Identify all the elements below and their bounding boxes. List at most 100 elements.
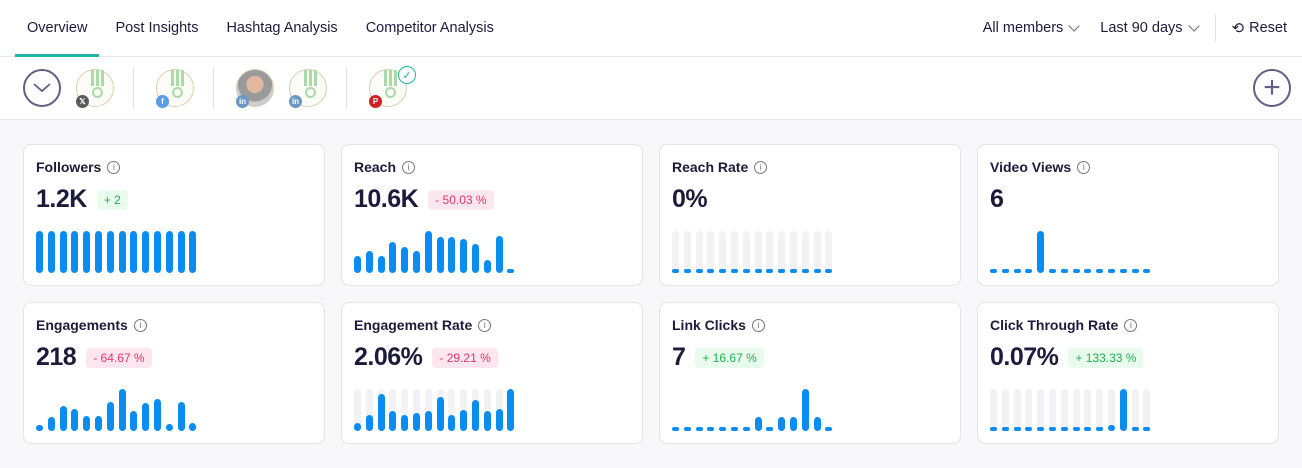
sparkline-bar bbox=[742, 231, 750, 273]
bar-fill bbox=[1084, 427, 1092, 431]
bar-fill bbox=[695, 427, 703, 431]
bar-fill bbox=[1025, 269, 1033, 273]
tab-competitor-analysis[interactable]: Competitor Analysis bbox=[365, 20, 494, 36]
info-icon[interactable]: i bbox=[107, 160, 121, 174]
bar-fill bbox=[424, 411, 432, 431]
info-icon[interactable]: i bbox=[1124, 318, 1138, 332]
info-icon[interactable]: i bbox=[133, 318, 147, 332]
sparkline-bar bbox=[389, 389, 397, 431]
sparkline-bar bbox=[672, 231, 679, 273]
metric-card-engagements[interactable]: Engagements i 218 - 64.67 % bbox=[23, 302, 325, 444]
sparkline-bar bbox=[142, 389, 150, 431]
bar-fill bbox=[83, 231, 91, 273]
bar-fill bbox=[47, 231, 55, 273]
metric-value: 0% bbox=[672, 185, 708, 213]
sparkline-bar bbox=[730, 231, 738, 273]
sparkline-bar bbox=[1084, 389, 1092, 431]
account-avatar-pinterest[interactable]: P ✓ bbox=[369, 66, 416, 108]
sparkline-bar bbox=[1025, 389, 1033, 431]
tab-post-insights[interactable]: Post Insights bbox=[115, 20, 199, 36]
sparkline-bar bbox=[742, 389, 750, 431]
info-icon[interactable]: i bbox=[478, 318, 492, 332]
sparkline-bar bbox=[448, 389, 456, 431]
info-icon[interactable]: i bbox=[751, 318, 765, 332]
sparkline-bar bbox=[1001, 231, 1009, 273]
sparkline-bar bbox=[71, 389, 79, 431]
bar-fill bbox=[118, 231, 126, 273]
bar-fill bbox=[94, 416, 102, 431]
bar-fill bbox=[672, 427, 679, 431]
bar-fill bbox=[94, 231, 102, 273]
account-avatar-linkedin[interactable]: in bbox=[236, 69, 274, 108]
pinterest-icon: P bbox=[369, 95, 382, 108]
sparkline-bar bbox=[825, 389, 833, 431]
sparkline-bar bbox=[436, 389, 444, 431]
change-badge: + 2 bbox=[96, 189, 128, 210]
bar-fill bbox=[1048, 427, 1056, 431]
card-title-text: Reach Rate bbox=[672, 159, 749, 175]
period-dropdown[interactable]: Last 90 days bbox=[1089, 0, 1208, 56]
chevron-down-icon bbox=[33, 83, 51, 93]
expand-accounts-button[interactable] bbox=[23, 69, 61, 107]
metric-value: 7 bbox=[672, 343, 686, 371]
sparkline-bar bbox=[401, 389, 409, 431]
sparkline-bar bbox=[1096, 231, 1104, 273]
bar-fill bbox=[695, 269, 703, 273]
sparkline-bar bbox=[1037, 231, 1045, 273]
info-icon[interactable]: i bbox=[754, 160, 768, 174]
metric-card-reach-rate[interactable]: Reach Rate i 0% bbox=[659, 144, 961, 286]
bar-fill bbox=[1096, 426, 1104, 431]
bar-fill bbox=[495, 236, 503, 273]
sparkline-bar bbox=[153, 389, 161, 431]
change-badge: + 16.67 % bbox=[695, 347, 764, 368]
metric-card-followers[interactable]: Followers i 1.2K + 2 bbox=[23, 144, 325, 286]
bar-fill bbox=[825, 269, 833, 273]
sparkline-chart bbox=[672, 231, 837, 273]
members-dropdown[interactable]: All members bbox=[972, 0, 1090, 56]
metric-card-video-views[interactable]: Video Views i 6 bbox=[977, 144, 1279, 286]
sparkline-bar bbox=[47, 231, 55, 273]
check-icon: ✓ bbox=[398, 66, 416, 84]
bar-fill bbox=[1119, 269, 1127, 273]
metric-card-click-through-rate[interactable]: Click Through Rate i 0.07% + 133.33 % bbox=[977, 302, 1279, 444]
bar-fill bbox=[165, 423, 173, 431]
sparkline-bar bbox=[1048, 231, 1056, 273]
sparkline-chart bbox=[354, 389, 519, 431]
metric-card-engagement-rate[interactable]: Engagement Rate i 2.06% - 29.21 % bbox=[341, 302, 643, 444]
reset-button[interactable]: ⟲ Reset bbox=[1222, 0, 1287, 56]
bar-fill bbox=[71, 231, 79, 273]
sparkline-bar bbox=[683, 231, 691, 273]
card-title: Engagements i bbox=[36, 317, 312, 333]
bar-fill bbox=[142, 231, 150, 273]
bar-fill bbox=[754, 269, 762, 273]
bar-fill bbox=[436, 397, 444, 431]
card-title-text: Link Clicks bbox=[672, 317, 746, 333]
bar-fill bbox=[730, 269, 738, 273]
account-avatar-facebook[interactable]: f bbox=[156, 69, 194, 108]
tab-overview[interactable]: Overview bbox=[15, 0, 100, 57]
card-title: Followers i bbox=[36, 159, 312, 175]
metric-card-link-clicks[interactable]: Link Clicks i 7 + 16.67 % bbox=[659, 302, 961, 444]
tab-hashtag-analysis[interactable]: Hashtag Analysis bbox=[226, 20, 338, 36]
sparkline-bar bbox=[365, 389, 373, 431]
bar-fill bbox=[683, 427, 691, 431]
bar-fill bbox=[1001, 427, 1009, 431]
card-title: Video Views i bbox=[990, 159, 1266, 175]
bar-fill bbox=[389, 410, 397, 431]
metric-card-reach[interactable]: Reach i 10.6K - 50.03 % bbox=[341, 144, 643, 286]
info-icon[interactable]: i bbox=[402, 160, 416, 174]
info-icon[interactable]: i bbox=[1077, 160, 1091, 174]
bar-fill bbox=[1143, 427, 1151, 431]
card-title: Click Through Rate i bbox=[990, 317, 1266, 333]
bar-fill bbox=[83, 416, 91, 431]
sparkline-bar bbox=[106, 231, 114, 273]
add-account-button[interactable]: + bbox=[1253, 69, 1291, 107]
sparkline-bar bbox=[990, 389, 997, 431]
account-avatar-x[interactable]: 𝕏 bbox=[76, 69, 114, 108]
sparkline-bar bbox=[177, 389, 185, 431]
sparkline-bar bbox=[1025, 231, 1033, 273]
reset-label: Reset bbox=[1249, 20, 1287, 36]
bar-fill bbox=[719, 427, 727, 431]
account-avatar-linkedin[interactable]: in bbox=[289, 69, 327, 108]
